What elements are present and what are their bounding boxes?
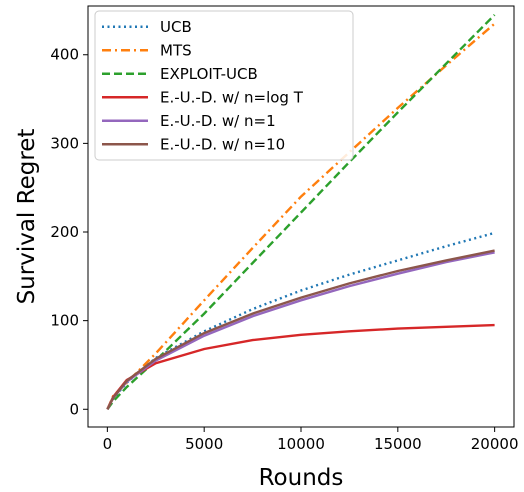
series-line [106,323,495,410]
y-tick-label: 400 [50,46,79,64]
x-tick-label: 5000 [185,435,223,453]
x-tick-label: 0 [103,435,113,453]
y-tick-label: 100 [50,312,79,330]
legend-label: MTS [160,41,192,59]
legend-label: EXPLOIT-UCB [160,65,258,83]
x-tick-label: 10000 [277,435,325,453]
y-tick-label: 300 [50,134,79,152]
legend-label: E.-U.-D. w/ n=1 [160,112,276,130]
series-line [106,231,495,410]
x-tick-label: 20000 [471,435,519,453]
legend-box [94,10,354,161]
x-tick-label: 15000 [374,435,422,453]
legend-label: E.-U.-D. w/ n=10 [160,135,285,153]
series-line [106,251,495,410]
y-axis-title: Survival Regret [14,129,40,305]
legend-label: E.-U.-D. w/ n=log T [160,88,304,106]
legend: UCB MTS EXPLOIT-UCB E.-U.-D. w/ n=log T E.-U… [94,10,354,161]
y-tick-label: 0 [69,400,79,418]
series-layer [106,14,496,411]
series-line [106,249,495,410]
legend-label: UCB [160,18,192,36]
axis-ticks: 0 5000 10000 15000 20000 0 100 200 300 400 [50,46,518,453]
x-axis-title: Rounds [259,465,344,491]
series-line [106,14,496,411]
y-tick-label: 200 [50,223,79,241]
